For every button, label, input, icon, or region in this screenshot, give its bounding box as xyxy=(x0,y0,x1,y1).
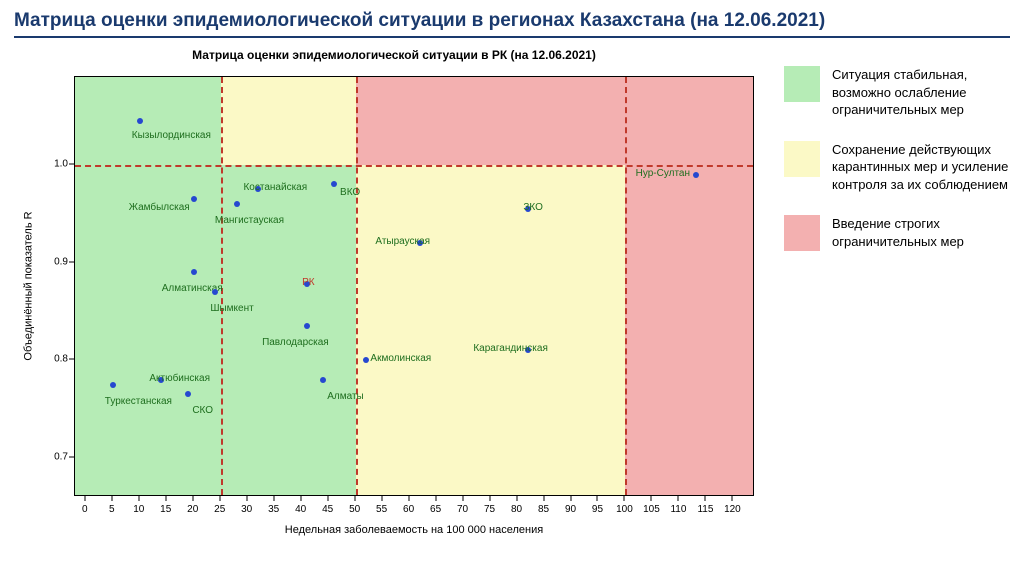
x-tick-label: 10 xyxy=(133,504,144,515)
data-point xyxy=(304,323,310,329)
point-label: Акмолинская xyxy=(370,354,431,364)
point-label: Атырауская xyxy=(375,237,430,247)
legend-swatch xyxy=(784,66,820,102)
legend: Ситуация стабильная, возможно ослабление… xyxy=(774,46,1010,546)
point-label: Нур-Султан xyxy=(636,169,690,179)
x-tick-label: 75 xyxy=(484,504,495,515)
x-tick-label: 30 xyxy=(241,504,252,515)
x-tick-label: 15 xyxy=(160,504,171,515)
x-tick-label: 65 xyxy=(430,504,441,515)
zone-red2 xyxy=(625,165,754,496)
data-point xyxy=(320,377,326,383)
y-tick-label: 0.9 xyxy=(42,256,68,267)
point-label: СКО xyxy=(192,406,213,416)
x-tick-label: 45 xyxy=(322,504,333,515)
x-tick-label: 70 xyxy=(457,504,468,515)
point-label: ЗКО xyxy=(523,203,543,213)
legend-text: Сохранение действующих карантинных мер и… xyxy=(832,141,1010,194)
point-label: Мангистауская xyxy=(215,216,284,226)
x-tick-label: 115 xyxy=(697,504,713,515)
data-point xyxy=(363,357,369,363)
point-label: Шымкент xyxy=(210,304,253,314)
legend-text: Ситуация стабильная, возможно ослабление… xyxy=(832,66,1010,119)
data-point xyxy=(137,118,143,124)
divider-v xyxy=(625,77,627,495)
point-label: Актюбинская xyxy=(149,374,210,384)
point-label: Карагандинская xyxy=(473,344,548,354)
x-tick-label: 80 xyxy=(511,504,522,515)
point-label: Алматы xyxy=(327,392,364,402)
x-tick-label: 50 xyxy=(349,504,360,515)
x-tick-label: 105 xyxy=(643,504,660,515)
data-point xyxy=(331,181,337,187)
x-tick-label: 100 xyxy=(616,504,633,515)
point-label: ВКО xyxy=(340,188,360,198)
x-tick-label: 110 xyxy=(670,504,686,515)
data-point xyxy=(185,391,191,397)
x-tick-label: 25 xyxy=(214,504,225,515)
plot-wrap: Кызылординская Жамбылская Мангистауская Кос… xyxy=(74,76,754,496)
point-label: Туркестанская xyxy=(105,397,172,407)
x-tick-label: 40 xyxy=(295,504,306,515)
title-underline xyxy=(14,36,1010,38)
y-tick-label: 1.0 xyxy=(42,158,68,169)
legend-swatch xyxy=(784,141,820,177)
point-label: Костанайская xyxy=(243,183,307,193)
data-point xyxy=(191,196,197,202)
x-tick-label: 60 xyxy=(403,504,414,515)
legend-text: Введение строгих ограничительных мер xyxy=(832,215,1010,251)
x-tick-label: 120 xyxy=(724,504,741,515)
point-label: Жамбылская xyxy=(129,203,190,213)
x-tick-label: 0 xyxy=(82,504,88,515)
legend-item: Ситуация стабильная, возможно ослабление… xyxy=(784,66,1010,119)
data-point xyxy=(191,269,197,275)
chart-area: Матрица оценки эпидемиологической ситуац… xyxy=(14,46,774,546)
legend-swatch xyxy=(784,215,820,251)
x-tick-label: 55 xyxy=(376,504,387,515)
legend-item: Введение строгих ограничительных мер xyxy=(784,215,1010,251)
point-label: Павлодарская xyxy=(262,338,329,348)
zone-red xyxy=(356,77,754,165)
x-tick-label: 95 xyxy=(592,504,603,515)
data-point xyxy=(693,172,699,178)
zone-yellow xyxy=(221,77,356,165)
x-axis-label: Недельная заболеваемость на 100 000 насе… xyxy=(74,524,754,536)
divider-v xyxy=(356,77,358,495)
x-tick-label: 85 xyxy=(538,504,549,515)
y-axis-label: Объединённый показатель R xyxy=(20,76,38,496)
data-point xyxy=(234,201,240,207)
data-point xyxy=(212,289,218,295)
zone-yellow2 xyxy=(356,165,626,496)
x-tick-label: 20 xyxy=(187,504,198,515)
point-label: РК xyxy=(302,278,315,288)
x-tick-label: 90 xyxy=(565,504,576,515)
chart-title: Матрица оценки эпидемиологической ситуац… xyxy=(14,48,774,62)
page-title: Матрица оценки эпидемиологической ситуац… xyxy=(0,0,1024,36)
scatter-plot: Кызылординская Жамбылская Мангистауская Кос… xyxy=(74,76,754,496)
x-tick-label: 5 xyxy=(109,504,115,515)
point-label: Кызылординская xyxy=(132,131,211,141)
content: Матрица оценки эпидемиологической ситуац… xyxy=(0,46,1024,546)
y-tick-label: 0.7 xyxy=(42,451,68,462)
y-tick-label: 0.8 xyxy=(42,354,68,365)
legend-item: Сохранение действующих карантинных мер и… xyxy=(784,141,1010,194)
data-point xyxy=(110,382,116,388)
x-tick-label: 35 xyxy=(268,504,279,515)
divider-h xyxy=(75,165,753,167)
